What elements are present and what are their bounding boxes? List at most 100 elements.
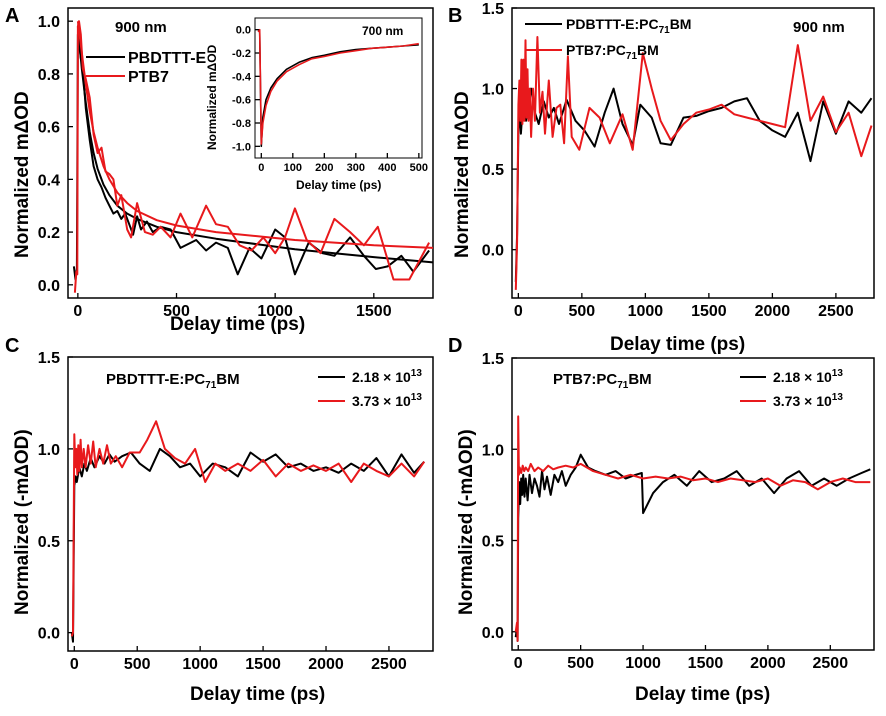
- legend-superscript-13-d2: 13: [832, 392, 844, 403]
- y-tick-label-a-0: 0.0: [38, 278, 60, 295]
- annotation-900nm-b: 900 nm: [793, 19, 845, 36]
- x-tick-label-b-4: 2000: [755, 303, 791, 320]
- y-tick-label-a-1: 0.2: [38, 225, 60, 242]
- panel-label-a: A: [5, 5, 19, 27]
- x-tick-label-b-5: 2500: [818, 303, 854, 320]
- annotation-pbdttt-e-pc71bm: PBDTTT-E:PC71BM: [106, 371, 240, 391]
- tick-group-d: 0 500 1000 1500 2000 2500 0.0 0.5 1.0 1.5: [482, 351, 848, 672]
- panel-label-c: C: [5, 335, 19, 357]
- y-tick-label-d-3: 1.5: [482, 351, 504, 368]
- x-tick-label-a-inset-5: 500: [410, 162, 428, 174]
- y-tick-label-c-3: 1.5: [38, 350, 60, 367]
- legend-superscript-13-d1: 13: [832, 368, 844, 379]
- series-line-c-0: [70, 447, 425, 643]
- x-tick-label-a-3: 1500: [356, 303, 392, 320]
- x-axis-label-c: Delay time (ps): [190, 684, 325, 705]
- series-group-a: [72, 20, 434, 293]
- y-tick-label-c-2: 1.0: [38, 442, 60, 459]
- legend-superscript-13-c2: 13: [411, 392, 423, 403]
- panel-b: B 0 500 1000 1500 2000 2500 0.0 0.5 1.0 1.5 900 n…: [448, 1, 875, 355]
- x-tick-label-a-0: 0: [73, 303, 82, 320]
- legend-label-ptb7-pc71bm: PTB7:PC71BM: [566, 42, 659, 62]
- x-tick-label-c-1: 500: [124, 656, 151, 673]
- x-tick-label-a-inset-0: 0: [258, 162, 264, 174]
- x-tick-label-a-inset-1: 100: [284, 162, 302, 174]
- y-tick-label-a-inset-3: -0.6: [232, 95, 251, 107]
- panel-d: D 0 500 1000 1500 2000 2500 0.0 0.5 1.0 1.5 PTB7:…: [448, 335, 875, 705]
- y-tick-label-c-1: 0.5: [38, 534, 60, 551]
- y-tick-label-a-3: 0.6: [38, 120, 60, 137]
- y-tick-label-a-inset-2: -0.4: [232, 71, 252, 83]
- x-tick-label-c-2: 1000: [182, 656, 218, 673]
- inset-y-axis-label: Normalized mΔOD: [205, 44, 219, 150]
- y-tick-label-b-0: 0.0: [482, 243, 504, 260]
- tick-group-b: 0 500 1000 1500 2000 2500 0.0 0.5 1.0 1.5: [482, 1, 854, 320]
- inset-series-group: [257, 28, 419, 148]
- series-line-c-1: [70, 420, 426, 637]
- x-tick-label-a-inset-4: 400: [378, 162, 396, 174]
- y-tick-label-a-inset-5: -1.0: [232, 141, 251, 153]
- series-line-d-0: [514, 453, 871, 642]
- x-tick-label-d-0: 0: [514, 655, 523, 672]
- series-line-a-3: [76, 21, 434, 249]
- annotation-suffix-c: BM: [216, 371, 239, 388]
- legend-label-2-18e13-c: 2.18 × 1013: [352, 368, 422, 385]
- legend-label-pbdttt-e: PBDTTT-E: [128, 50, 207, 67]
- series-group-b: [514, 36, 873, 290]
- inset-frame: [254, 17, 423, 159]
- legend-label-3-73e13-c: 3.73 × 1013: [352, 392, 422, 409]
- x-axis-label-a: Delay time (ps): [170, 314, 305, 335]
- y-tick-label-d-0: 0.0: [482, 625, 504, 642]
- y-axis-label-b: Normalized mΔOD: [452, 91, 473, 258]
- series-group-c: [70, 420, 426, 643]
- legend-label-ptb7: PTB7: [128, 69, 169, 86]
- annotation-subscript-c: 71: [205, 380, 217, 391]
- x-tick-label-c-5: 2500: [371, 656, 407, 673]
- panel-c: C 0 500 1000 1500 2000 2500 0.0 0.5 1.0 1.5 PBDTT…: [5, 335, 434, 705]
- panel-label-d: D: [448, 335, 462, 357]
- y-tick-label-d-1: 0.5: [482, 534, 504, 551]
- y-tick-label-d-2: 1.0: [482, 442, 504, 459]
- legend-text-2-18-d: 2.18 × 10: [773, 369, 832, 385]
- series-line-a-1: [76, 26, 434, 264]
- y-tick-label-b-1: 0.5: [482, 162, 504, 179]
- annotation-900nm-a: 900 nm: [115, 19, 167, 36]
- annotation-ptb7-pc71bm: PTB7:PC71BM: [553, 371, 652, 391]
- legend-label-pdbttt-e-pc71bm: PDBTTT-E:PC71BM: [566, 16, 691, 36]
- inset-tick-group: 0 100 200 300 400 500 0.0 -0.2 -0.4 -0.6 -0.8 -1.0: [232, 25, 428, 174]
- y-axis-label-a: Normalized mΔOD: [12, 91, 33, 258]
- legend-text-3-73-c: 3.73 × 10: [352, 393, 411, 409]
- y-axis-label-c: Normalized (-mΔOD): [12, 429, 33, 615]
- annotation-suffix-d: BM: [628, 371, 651, 388]
- panel-label-b: B: [448, 5, 462, 27]
- legend-suffix-bm-b2: BM: [637, 42, 659, 58]
- series-line-b-1: [514, 36, 873, 290]
- y-tick-label-a-inset-0: 0.0: [236, 25, 251, 37]
- x-tick-label-b-2: 1000: [628, 303, 664, 320]
- x-tick-label-b-3: 1500: [691, 303, 727, 320]
- legend-text-pdbttt-e-pc: PDBTTT-E:PC: [566, 16, 659, 32]
- x-tick-label-d-5: 2500: [813, 655, 849, 672]
- x-axis-label-b: Delay time (ps): [610, 334, 745, 355]
- x-tick-label-d-1: 500: [567, 655, 594, 672]
- x-tick-label-d-2: 1000: [625, 655, 661, 672]
- plot-frame-a: [67, 7, 434, 299]
- legend-text-ptb7-pc: PTB7:PC: [566, 42, 626, 58]
- y-tick-label-a-inset-4: -0.8: [232, 118, 251, 130]
- series-group-d: [514, 415, 871, 642]
- x-tick-label-a-inset-3: 300: [347, 162, 365, 174]
- plot-frame-d: [511, 357, 875, 651]
- x-axis-label-d: Delay time (ps): [635, 684, 770, 705]
- x-tick-label-d-3: 1500: [688, 655, 724, 672]
- x-tick-label-b-0: 0: [514, 303, 523, 320]
- inset-x-axis-label: Delay time (ps): [296, 178, 381, 192]
- tick-group-c: 0 500 1000 1500 2000 2500 0.0 0.5 1.0 1.5: [38, 350, 407, 673]
- x-tick-label-a-inset-2: 200: [315, 162, 333, 174]
- annotation-subscript-d: 71: [617, 380, 629, 391]
- y-tick-label-b-3: 1.5: [482, 1, 504, 18]
- x-tick-label-c-0: 0: [70, 656, 79, 673]
- x-tick-label-a-2: 1000: [257, 303, 293, 320]
- y-tick-label-b-2: 1.0: [482, 82, 504, 99]
